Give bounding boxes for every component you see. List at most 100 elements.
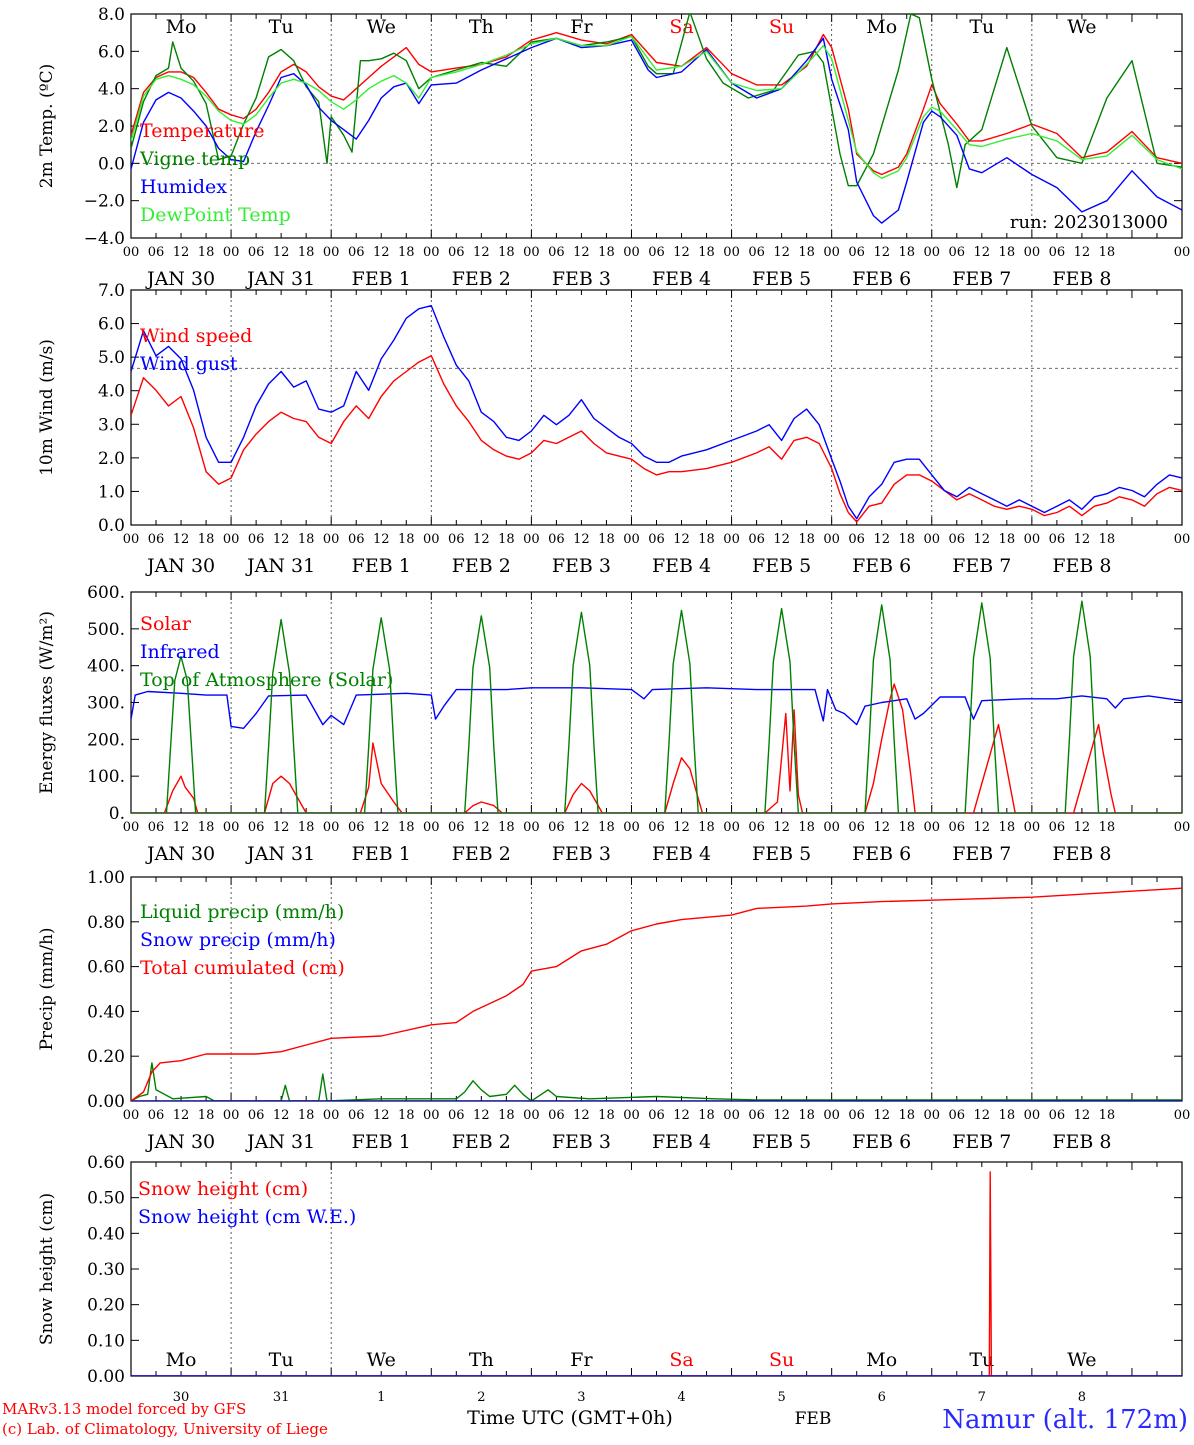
x-hour-label: 06: [148, 820, 165, 835]
x-hour-label: 06: [148, 1108, 165, 1123]
series-line: [131, 355, 1182, 523]
series-line: [131, 32, 1182, 176]
day-of-week-label: Su: [769, 16, 794, 38]
x-date-label: FEB 8: [1052, 843, 1111, 865]
series-line: [131, 14, 1182, 189]
x-hour-label: 12: [873, 1108, 890, 1123]
day-number-label: 1: [377, 1390, 385, 1405]
x-hour-label: 12: [573, 245, 590, 260]
x-date-label: FEB 3: [552, 268, 611, 290]
y-tick-label: 0.20: [87, 1296, 125, 1316]
x-hour-label: 06: [848, 532, 865, 547]
x-hour-label: 18: [398, 245, 415, 260]
x-date-label: FEB 5: [752, 555, 811, 577]
x-hour-label: 12: [1074, 1108, 1091, 1123]
day-of-week-label: Fr: [570, 1349, 593, 1371]
x-hour-label: 00: [1174, 532, 1191, 547]
x-hour-label: 06: [1049, 820, 1066, 835]
x-date-label: FEB 2: [452, 1131, 511, 1153]
x-hour-label: 12: [873, 245, 890, 260]
y-tick-label: 0.30: [87, 1260, 125, 1280]
x-hour-label: 06: [848, 245, 865, 260]
x-date-label: FEB 7: [952, 268, 1011, 290]
x-hour-label: 12: [974, 1108, 991, 1123]
x-hour-label: 18: [1099, 1108, 1116, 1123]
legend-entry: DewPoint Temp: [140, 204, 291, 226]
day-of-week-label: Sa: [669, 16, 693, 38]
x-hour-label: 12: [773, 1108, 790, 1123]
x-hour-label: 00: [823, 820, 840, 835]
x-hour-label: 18: [798, 1108, 815, 1123]
y-tick-label: 6.0: [98, 315, 125, 335]
x-hour-label: 06: [648, 1108, 665, 1123]
x-hour-label: 00: [1174, 245, 1191, 260]
x-hour-label: 18: [698, 820, 715, 835]
y-axis-label: Precip (mm/h): [37, 927, 57, 1050]
x-hour-label: 06: [348, 1108, 365, 1123]
x-hour-label: 12: [773, 820, 790, 835]
x-hour-label: 00: [923, 1108, 940, 1123]
legend-entry: Humidex: [140, 176, 227, 198]
x-date-label: FEB 8: [1052, 268, 1111, 290]
x-hour-label: 12: [373, 532, 390, 547]
x-hour-label: 06: [448, 245, 465, 260]
x-hour-label: 12: [173, 820, 190, 835]
x-axis-label: Time UTC (GMT+0h): [467, 1407, 673, 1429]
x-hour-label: 12: [573, 532, 590, 547]
x-hour-label: 06: [748, 245, 765, 260]
x-hour-label: 18: [698, 532, 715, 547]
x-hour-label: 00: [223, 245, 240, 260]
x-hour-label: 06: [248, 820, 265, 835]
x-hour-label: 12: [573, 820, 590, 835]
x-hour-label: 18: [598, 1108, 615, 1123]
x-date-label: FEB 6: [852, 268, 911, 290]
x-hour-label: 18: [498, 820, 515, 835]
x-hour-label: 12: [473, 532, 490, 547]
x-hour-label: 00: [123, 245, 140, 260]
y-tick-label: 100.: [87, 767, 125, 787]
x-hour-label: 06: [148, 245, 165, 260]
day-of-week-label: Mo: [166, 1349, 197, 1371]
x-hour-label: 06: [548, 820, 565, 835]
x-hour-label: 06: [1049, 245, 1066, 260]
y-axis-label: Energy fluxes (W/m²): [37, 611, 57, 794]
x-hour-label: 00: [223, 820, 240, 835]
day-number-label: 30: [173, 1390, 190, 1405]
x-hour-label: 18: [298, 1108, 315, 1123]
month-label: FEB: [795, 1409, 832, 1429]
x-hour-label: 00: [323, 245, 340, 260]
x-hour-label: 06: [1049, 532, 1066, 547]
y-tick-label: 1.0: [98, 482, 125, 502]
x-hour-label: 18: [498, 1108, 515, 1123]
panel-4: 1.00 0.80 0.60 0.40 0.20 0.00 Precip (mm/h) 00 0…: [37, 868, 1190, 1153]
x-hour-label: 06: [548, 1108, 565, 1123]
x-hour-label: 06: [248, 245, 265, 260]
x-date-label: FEB 5: [752, 268, 811, 290]
day-of-week-label: Mo: [166, 16, 197, 38]
x-hour-label: 18: [999, 532, 1016, 547]
day-of-week-label: Tu: [969, 16, 994, 38]
day-of-week-label: We: [1067, 1349, 1096, 1371]
x-hour-label: 00: [723, 532, 740, 547]
x-hour-label: 06: [949, 820, 966, 835]
x-date-label: FEB 8: [1052, 1131, 1111, 1153]
x-date-label: FEB 6: [852, 1131, 911, 1153]
x-hour-label: 12: [773, 532, 790, 547]
x-hour-label: 00: [623, 245, 640, 260]
y-tick-label: 5.0: [98, 348, 125, 368]
x-date-label: FEB 3: [552, 843, 611, 865]
x-hour-label: 18: [598, 245, 615, 260]
x-hour-label: 18: [298, 532, 315, 547]
x-hour-label: 06: [949, 1108, 966, 1123]
x-date-label: FEB 4: [652, 1131, 711, 1153]
x-hour-label: 00: [223, 532, 240, 547]
legend-entry: Liquid precip (mm/h): [140, 901, 344, 923]
panel-3: 600. 500. 400. 300. 200. 100. 0. Energy fluxes …: [37, 583, 1190, 865]
day-of-week-label: Mo: [866, 1349, 897, 1371]
x-hour-label: 00: [123, 820, 140, 835]
x-hour-label: 00: [1174, 820, 1191, 835]
x-hour-label: 12: [974, 245, 991, 260]
x-hour-label: 12: [573, 1108, 590, 1123]
x-hour-label: 18: [498, 532, 515, 547]
